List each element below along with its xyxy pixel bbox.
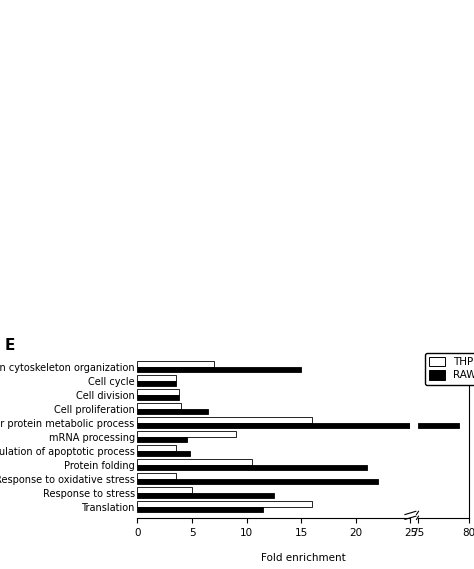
Bar <box>137 376 176 381</box>
Bar <box>137 437 187 442</box>
Bar <box>137 465 367 470</box>
Bar <box>137 409 209 414</box>
Bar <box>137 487 192 493</box>
Bar <box>137 459 252 465</box>
Legend: THP system, RAW system: THP system, RAW system <box>425 353 474 385</box>
Bar <box>137 451 190 456</box>
Bar <box>137 395 179 400</box>
Bar <box>137 501 312 506</box>
Bar <box>137 403 181 409</box>
Bar <box>137 506 263 512</box>
Text: E: E <box>5 338 15 353</box>
Bar <box>137 493 274 498</box>
Bar <box>137 431 236 437</box>
Bar <box>137 367 301 372</box>
Bar <box>137 446 176 451</box>
Bar <box>137 381 176 386</box>
Bar <box>137 389 179 395</box>
Text: Fold enrichment: Fold enrichment <box>261 553 346 563</box>
Bar <box>137 423 410 428</box>
Bar <box>137 361 214 367</box>
Bar <box>137 479 378 484</box>
Bar <box>418 423 459 428</box>
Bar <box>137 473 176 479</box>
Bar <box>137 418 312 423</box>
